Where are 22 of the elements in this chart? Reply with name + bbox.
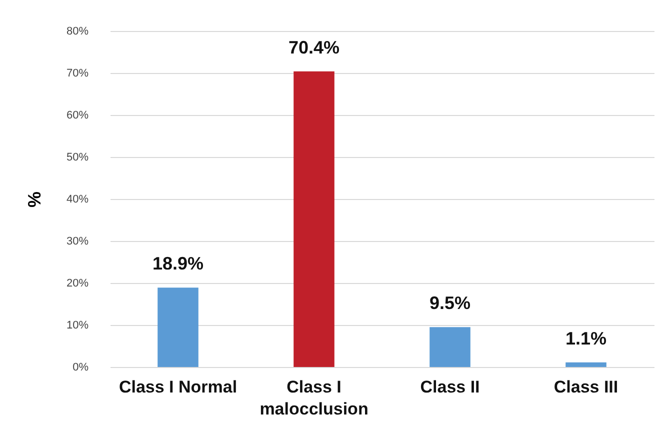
y-tick-label: 40% — [66, 194, 89, 206]
data-label: 9.5% — [429, 293, 471, 314]
data-label: 18.9% — [152, 254, 204, 274]
y-tick-label: 20% — [66, 278, 89, 290]
y-tick-label: 60% — [66, 110, 89, 122]
bar — [430, 327, 470, 367]
data-label: 1.1% — [565, 328, 607, 348]
bar — [158, 288, 198, 367]
x-tick-label: Class II — [420, 378, 480, 396]
y-tick-label: 50% — [66, 152, 89, 164]
data-label: 70.4% — [288, 37, 340, 58]
y-tick-label: 10% — [66, 320, 89, 332]
y-tick-label: 0% — [72, 362, 89, 374]
x-tick-label: Class I malocclusion — [260, 378, 368, 418]
y-tick-label: 70% — [66, 68, 89, 80]
y-tick-label: 30% — [66, 236, 89, 248]
y-axis-title: % — [24, 191, 44, 208]
bar — [566, 362, 606, 367]
x-tick-label: Class I Normal — [118, 378, 238, 396]
y-tick-label: 80% — [66, 26, 89, 38]
bar — [294, 71, 334, 367]
x-tick-label: Class III — [554, 378, 618, 396]
